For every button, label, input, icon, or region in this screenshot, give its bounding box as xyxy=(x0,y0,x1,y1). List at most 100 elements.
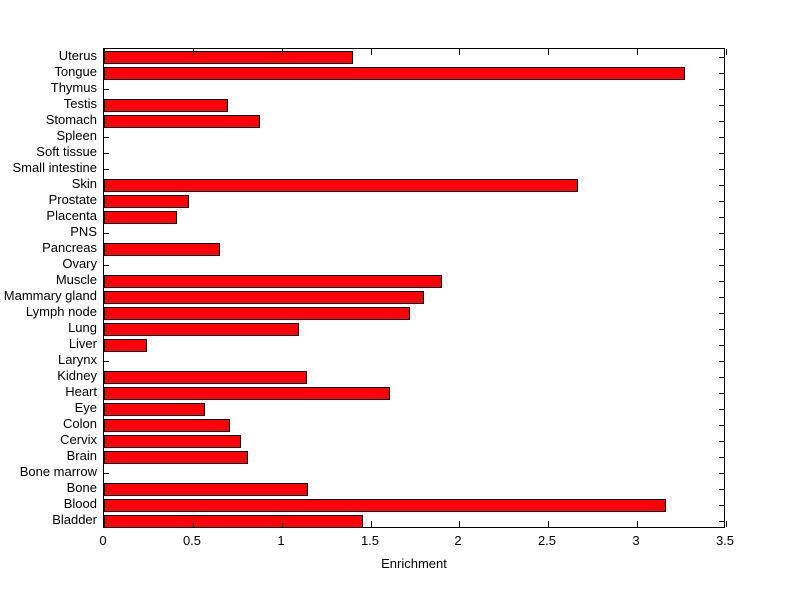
bar xyxy=(104,115,260,128)
x-tick-top xyxy=(637,49,638,55)
bar xyxy=(104,371,307,384)
x-axis-title: Enrichment xyxy=(381,556,447,571)
y-tick-right xyxy=(719,505,724,506)
bar xyxy=(104,403,205,416)
x-tick-bottom xyxy=(371,521,372,527)
x-tick-label: 2 xyxy=(454,533,462,548)
x-tick-label: 3.5 xyxy=(715,533,735,548)
category-label: Bone marrow xyxy=(19,464,97,479)
bar xyxy=(104,179,578,192)
x-tick-bottom xyxy=(193,521,194,527)
category-label: Brain xyxy=(66,448,97,463)
bar xyxy=(104,99,228,112)
x-tick-label: 3 xyxy=(632,533,640,548)
category-label: Bone xyxy=(66,480,97,495)
category-label: Bladder xyxy=(52,512,97,527)
bar xyxy=(104,307,410,320)
y-tick-left xyxy=(104,233,109,234)
category-label: Mammary gland xyxy=(3,288,97,303)
y-tick-right xyxy=(719,457,724,458)
bar xyxy=(104,291,424,304)
bar xyxy=(104,67,685,80)
x-tick-bottom xyxy=(726,521,727,527)
y-tick-right xyxy=(719,313,724,314)
y-tick-left xyxy=(104,265,109,266)
x-tick-label: 1 xyxy=(277,533,285,548)
category-label: Testis xyxy=(63,96,97,111)
y-tick-right xyxy=(719,473,724,474)
y-tick-right xyxy=(719,121,724,122)
y-tick-right xyxy=(719,489,724,490)
x-tick-bottom xyxy=(282,521,283,527)
x-tick-bottom xyxy=(104,521,105,527)
category-label: Uterus xyxy=(58,48,97,63)
y-tick-right xyxy=(719,265,724,266)
y-tick-right xyxy=(719,105,724,106)
category-label: Small intestine xyxy=(12,160,97,175)
category-label: Liver xyxy=(68,336,97,351)
y-tick-right xyxy=(719,169,724,170)
y-tick-left xyxy=(104,89,109,90)
x-tick-top xyxy=(104,49,105,55)
x-tick-label: 0 xyxy=(99,533,107,548)
x-tick-top xyxy=(371,49,372,55)
y-tick-right xyxy=(719,73,724,74)
x-tick-label: 0.5 xyxy=(182,533,202,548)
y-tick-right xyxy=(719,409,724,410)
category-label: Stomach xyxy=(45,112,97,127)
bar xyxy=(104,499,666,512)
y-tick-right xyxy=(719,377,724,378)
bar xyxy=(104,195,189,208)
y-tick-right xyxy=(719,249,724,250)
y-tick-right xyxy=(719,329,724,330)
category-label: Larynx xyxy=(57,352,97,367)
category-label: Cervix xyxy=(60,432,97,447)
y-tick-left xyxy=(104,137,109,138)
bar xyxy=(104,483,308,496)
y-tick-right xyxy=(719,57,724,58)
plot-area xyxy=(103,48,727,528)
bar xyxy=(104,211,177,224)
category-label: Lung xyxy=(68,320,97,335)
y-tick-left xyxy=(104,169,109,170)
category-label: Lymph node xyxy=(25,304,97,319)
y-tick-right xyxy=(719,441,724,442)
bar xyxy=(104,387,390,400)
x-tick-label: 1.5 xyxy=(360,533,380,548)
category-label: Heart xyxy=(65,384,97,399)
category-label: Thymus xyxy=(50,80,97,95)
y-tick-right xyxy=(719,297,724,298)
category-label: Blood xyxy=(63,496,97,511)
bar xyxy=(104,339,147,352)
x-tick-top xyxy=(282,49,283,55)
y-tick-left xyxy=(104,361,109,362)
x-tick-top xyxy=(548,49,549,55)
x-tick-label: 2.5 xyxy=(537,533,557,548)
category-label: Soft tissue xyxy=(36,144,97,159)
category-label: Kidney xyxy=(57,368,97,383)
bar xyxy=(104,275,442,288)
bar xyxy=(104,451,248,464)
bar xyxy=(104,435,241,448)
y-tick-right xyxy=(719,425,724,426)
y-tick-right xyxy=(719,281,724,282)
category-label: Ovary xyxy=(62,256,97,271)
category-label: Placenta xyxy=(46,208,97,223)
y-tick-left xyxy=(104,153,109,154)
y-tick-right xyxy=(719,393,724,394)
category-label: PNS xyxy=(70,224,97,239)
y-tick-right xyxy=(719,345,724,346)
category-label: Tongue xyxy=(54,64,97,79)
category-label: Prostate xyxy=(48,192,97,207)
y-tick-right xyxy=(719,233,724,234)
category-label: Spleen xyxy=(56,128,97,143)
bar xyxy=(104,51,353,64)
x-tick-top xyxy=(193,49,194,55)
bar xyxy=(104,515,363,528)
x-tick-bottom xyxy=(637,521,638,527)
x-tick-top xyxy=(726,49,727,55)
y-tick-right xyxy=(719,201,724,202)
y-tick-right xyxy=(719,521,724,522)
x-tick-top xyxy=(459,49,460,55)
